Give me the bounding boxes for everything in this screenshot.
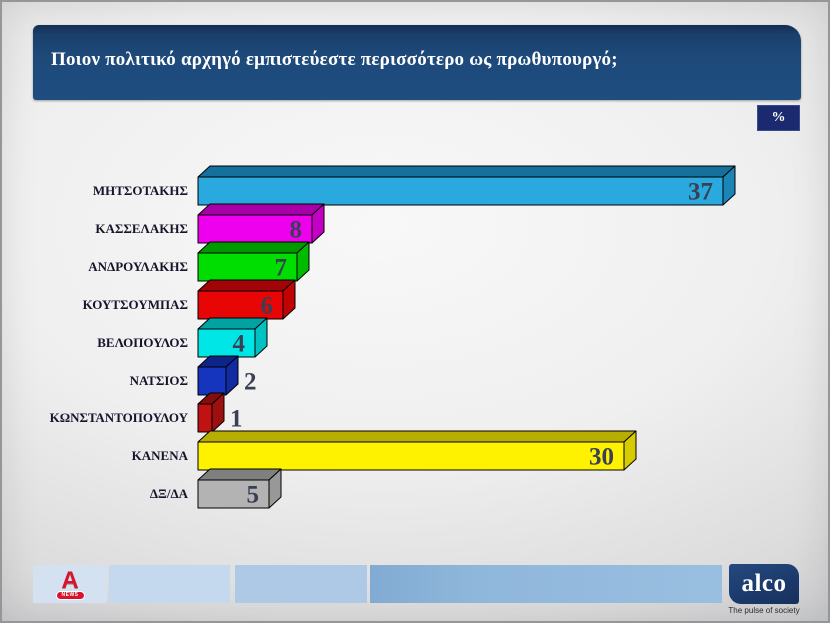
footer-block-2 bbox=[109, 565, 230, 603]
page-title: Ποιον πολιτικό αρχηγό εμπιστεύεστε περισ… bbox=[51, 48, 618, 70]
value-label: 8 bbox=[290, 217, 303, 244]
bar-face bbox=[197, 203, 325, 216]
bar-face bbox=[197, 214, 313, 244]
value-label: 4 bbox=[233, 331, 246, 358]
bar-row: ΚΑΣΣΕΛΑΚΗΣ 8 bbox=[2, 203, 828, 245]
value-label: 6 bbox=[261, 293, 274, 320]
alpha-logo-letter: A bbox=[61, 566, 79, 594]
category-label: ΔΞ/ΔΑ bbox=[149, 486, 188, 501]
category-label: ΝΑΤΣΙΟΣ bbox=[129, 373, 188, 388]
alco-tagline: The pulse of society bbox=[728, 606, 800, 615]
bar-3d: 30 bbox=[197, 430, 637, 471]
bar-face bbox=[197, 366, 227, 396]
category-label: ΒΕΛΟΠΟΥΛΟΣ bbox=[97, 335, 188, 350]
category-label: ΜΗΤΣΟΤΑΚΗΣ bbox=[92, 183, 188, 198]
category-label: ΚΩΝΣΤΑΝΤΟΠΟΥΛΟΥ bbox=[49, 410, 188, 425]
footer-block-3 bbox=[235, 565, 367, 603]
bar-face bbox=[197, 290, 284, 320]
bar-row: ΔΞ/ΔΑ 5 bbox=[2, 468, 828, 510]
bar-3d: 6 bbox=[197, 279, 296, 320]
footer-block-4 bbox=[370, 565, 722, 603]
value-label: 37 bbox=[688, 179, 713, 206]
bar-face bbox=[197, 403, 213, 433]
bar-face bbox=[197, 441, 625, 471]
bar-face bbox=[197, 328, 256, 358]
footer-block-alpha: A NEWS bbox=[33, 565, 107, 603]
bar-3d: 7 bbox=[197, 241, 310, 282]
value-label: 2 bbox=[244, 369, 257, 396]
alpha-news-logo: A NEWS bbox=[55, 566, 85, 600]
bar-face bbox=[197, 165, 736, 178]
value-label: 30 bbox=[589, 444, 614, 471]
bar-3d: 37 bbox=[197, 165, 736, 206]
bar-face bbox=[197, 241, 310, 254]
bar-3d: 2 bbox=[197, 355, 257, 396]
category-label: ΚΑΣΣΕΛΑΚΗΣ bbox=[95, 221, 188, 236]
bar-row: ΒΕΛΟΠΟΥΛΟΣ 4 bbox=[2, 317, 828, 359]
value-label: 1 bbox=[230, 406, 243, 433]
bar-row: ΚΟΥΤΣΟΥΜΠΑΣ 6 bbox=[2, 279, 828, 321]
bar-row: ΝΑΤΣΙΟΣ 2 bbox=[2, 355, 828, 397]
bar-face bbox=[197, 176, 724, 206]
percent-unit-badge: % bbox=[757, 105, 800, 131]
category-label: ΑΝΔΡΟΥΛΑΚΗΣ bbox=[88, 259, 188, 274]
bar-3d: 5 bbox=[197, 468, 282, 509]
bar-face bbox=[197, 430, 637, 443]
bar-row: ΑΝΔΡΟΥΛΑΚΗΣ 7 bbox=[2, 241, 828, 283]
alco-logo: alco bbox=[729, 564, 799, 604]
bar-face bbox=[197, 479, 270, 509]
value-label: 7 bbox=[275, 255, 288, 282]
value-label: 5 bbox=[247, 482, 260, 509]
bar-3d: 4 bbox=[197, 317, 268, 358]
bar-row: ΚΑΝΕΝΑ 30 bbox=[2, 430, 828, 472]
bar-face bbox=[197, 468, 282, 481]
question-title-bar: Ποιον πολιτικό αρχηγό εμπιστεύεστε περισ… bbox=[33, 25, 801, 100]
bar-3d: 8 bbox=[197, 203, 325, 244]
alpha-news-label: NEWS bbox=[55, 590, 85, 600]
bar-row: ΚΩΝΣΤΑΝΤΟΠΟΥΛΟΥ 1 bbox=[2, 392, 828, 434]
category-label: ΚΟΥΤΣΟΥΜΠΑΣ bbox=[82, 297, 188, 312]
bar-face bbox=[197, 252, 298, 282]
bar-3d: 1 bbox=[197, 392, 243, 433]
footer: A NEWS alco The pulse of society bbox=[2, 564, 828, 621]
bar-row: ΜΗΤΣΟΤΑΚΗΣ 37 bbox=[2, 165, 828, 207]
bar-face bbox=[197, 279, 296, 292]
category-label: ΚΑΝΕΝΑ bbox=[131, 448, 188, 463]
